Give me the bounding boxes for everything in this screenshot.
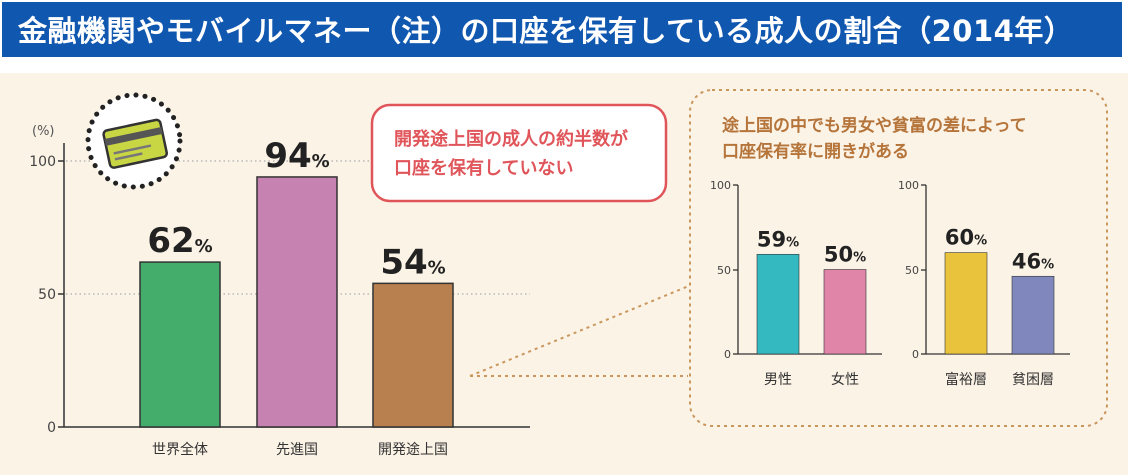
wealth-ytick-50: 50 <box>905 264 919 277</box>
wealth-value-unit-1: % <box>974 234 987 249</box>
inset-heading-line-1: 途上国の中でも男女や貧富の差によって <box>722 115 1027 136</box>
main-category-label-2: 先進国 <box>276 442 318 458</box>
wealth-bar-1 <box>944 252 988 355</box>
gender-category-label-1: 男性 <box>764 372 792 388</box>
gender-bar-2 <box>823 269 867 355</box>
wealth-category-label-2: 貧困層 <box>1012 372 1054 388</box>
gender-value-unit-1: % <box>786 235 799 250</box>
inset-heading-line-2: 口座保有率に開きがある <box>722 141 909 162</box>
main-value-number-1: 62 <box>147 221 194 261</box>
main-bar-3 <box>372 282 454 428</box>
wealth-value-unit-2: % <box>1041 257 1054 272</box>
main-bars: 62% 世界全体 94% 先進国 54% 開発途上国 <box>139 136 454 458</box>
chart-panel: (%) 100 50 0 62% 世界全体 94% 先進国 54% 開発途上国 <box>0 73 1128 475</box>
gender-ytick-0: 0 <box>724 348 731 361</box>
main-ytick-label-100: 100 <box>29 154 56 170</box>
main-ytick-label-0: 0 <box>47 420 56 436</box>
credit-card-icon <box>85 92 183 190</box>
wealth-value-number-2: 46 <box>1012 249 1041 273</box>
wealth-bars: 60% 富裕層 46% 貧困層 <box>944 226 1055 388</box>
main-value-unit-1: % <box>195 236 213 257</box>
gender-category-label-2: 女性 <box>831 371 859 388</box>
main-value-unit-2: % <box>312 151 330 172</box>
main-value-label-1: 62% <box>147 221 212 261</box>
infographic-svg: (%) 100 50 0 62% 世界全体 94% 先進国 54% 開発途上国 <box>29 89 1108 458</box>
gender-value-unit-2: % <box>853 251 866 266</box>
gender-bar-1 <box>756 253 800 355</box>
title-bar: 金融機関やモバイルマネー（注）の口座を保有している成人の割合（2014年） <box>0 0 1128 60</box>
main-y-unit-label: (%) <box>32 124 55 139</box>
main-value-number-3: 54 <box>380 242 427 282</box>
main-chart: (%) 100 50 0 62% 世界全体 94% 先進国 54% 開発途上国 <box>29 124 530 458</box>
main-category-label-1: 世界全体 <box>152 441 208 458</box>
main-ytick-label-50: 50 <box>38 287 56 303</box>
gender-value-number-2: 50 <box>824 243 853 267</box>
callout-line-2: 口座を保有していない <box>394 157 573 179</box>
wealth-ytick-0: 0 <box>912 348 919 361</box>
connector-top <box>469 282 697 377</box>
gender-value-number-1: 59 <box>757 227 786 251</box>
main-value-unit-3: % <box>428 257 446 278</box>
callout-box: 開発途上国の成人の約半数が 口座を保有していない <box>370 103 668 203</box>
main-value-number-2: 94 <box>264 136 311 176</box>
wealth-category-label-1: 富裕層 <box>945 371 987 388</box>
main-bar-2 <box>256 176 338 428</box>
wealth-value-label-1: 60% <box>945 226 987 250</box>
gender-value-label-1: 59% <box>757 227 799 251</box>
title-band <box>2 2 1122 57</box>
wealth-value-number-1: 60 <box>945 226 974 250</box>
wealth-bar-2 <box>1011 275 1055 355</box>
page-title: 金融機関やモバイルマネー（注）の口座を保有している成人の割合（2014年） <box>18 14 1074 48</box>
main-value-label-3: 54% <box>380 242 445 282</box>
main-value-label-2: 94% <box>264 136 329 176</box>
wealth-ytick-100: 100 <box>898 179 919 192</box>
main-bar-1 <box>139 261 221 428</box>
gender-ytick-50: 50 <box>717 264 731 277</box>
callout-line-1: 開発途上国の成人の約半数が <box>394 128 628 150</box>
gender-ytick-100: 100 <box>710 179 731 192</box>
gender-bars: 59% 男性 50% 女性 <box>756 227 867 388</box>
gender-value-label-2: 50% <box>824 243 866 267</box>
main-category-label-3: 開発途上国 <box>378 441 448 458</box>
wealth-value-label-2: 46% <box>1012 249 1054 273</box>
inset-panel: 途上国の中でも男女や貧富の差によって 口座保有率に開きがある 100 50 0 … <box>689 89 1108 427</box>
